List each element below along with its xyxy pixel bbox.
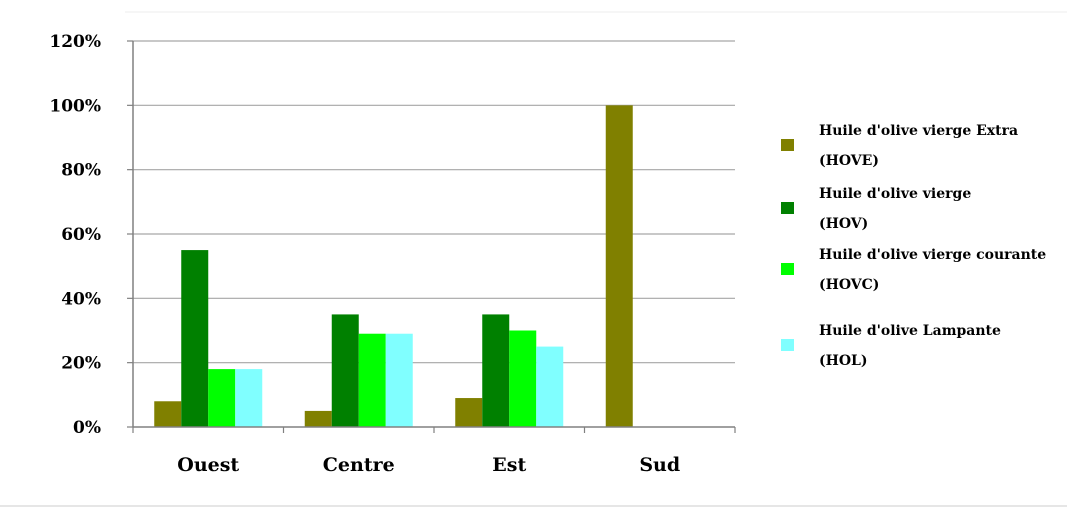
legend-swatch xyxy=(781,339,794,351)
bar xyxy=(482,314,510,427)
axes xyxy=(127,40,736,433)
bar xyxy=(536,346,564,427)
bar xyxy=(181,250,209,427)
bar xyxy=(304,410,332,427)
legend-swatch xyxy=(781,263,794,275)
x-category-label: Sud xyxy=(639,454,680,476)
y-tick-label: 100% xyxy=(49,96,101,116)
legend: Huile d'olive vierge Extra (HOVE) Huile d'… xyxy=(781,123,1046,369)
legend-entry-label: Huile d'olive vierge courante xyxy=(819,247,1046,263)
bar xyxy=(208,369,236,427)
bar xyxy=(235,369,263,427)
y-tick-label: 40% xyxy=(61,289,101,309)
y-tick-label: 60% xyxy=(61,225,101,245)
legend-entry-label: (HOL) xyxy=(819,353,868,369)
x-category-label: Ouest xyxy=(177,454,239,476)
legend-entry-label: (HOVC) xyxy=(819,277,879,293)
x-category-label: Est xyxy=(492,454,526,476)
bar xyxy=(455,398,483,427)
bar xyxy=(509,330,537,427)
bar xyxy=(358,333,386,427)
legend-entry-label: (HOV) xyxy=(819,216,868,232)
legend-entry-label: Huile d'olive vierge Extra xyxy=(819,123,1018,139)
y-tick-label: 80% xyxy=(61,161,101,181)
legend-entry-label: Huile d'olive vierge xyxy=(819,186,971,202)
y-tick-label: 120% xyxy=(49,32,101,52)
gridlines xyxy=(133,40,735,364)
tick-labels: 0% 20% 40% 60% 80% 100% 120% Ouest Centre Est Sud xyxy=(49,32,680,476)
bar xyxy=(385,333,413,427)
legend-swatch xyxy=(781,202,794,214)
bar xyxy=(331,314,359,427)
y-tick-label: 0% xyxy=(73,418,101,438)
bar xyxy=(605,105,633,427)
legend-swatch xyxy=(781,139,794,151)
y-tick-label: 20% xyxy=(61,354,101,374)
legend-entry-label: (HOVE) xyxy=(819,153,879,169)
bars xyxy=(154,105,633,427)
bar xyxy=(154,401,182,427)
legend-entry-label: Huile d'olive Lampante xyxy=(819,323,1001,339)
x-category-label: Centre xyxy=(323,454,395,476)
